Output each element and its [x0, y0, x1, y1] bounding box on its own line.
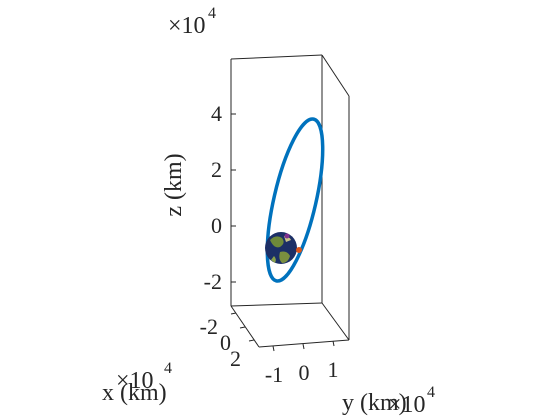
orange-point	[296, 247, 302, 253]
planet-globe	[265, 232, 297, 264]
axes-box	[230, 54, 350, 348]
x-tick-label: 2	[230, 346, 241, 371]
x-tick	[239, 326, 246, 329]
z-tick-label: -2	[204, 269, 222, 294]
y-multiplier: ×10 4	[388, 384, 435, 418]
box-edge-top-front	[230, 54, 323, 60]
z-axis-label: z (km)	[161, 153, 187, 216]
z-tick-labels: 4 2 0 -2	[204, 101, 222, 294]
z-tick-label: 4	[211, 101, 222, 126]
x-multiplier: ×10 4	[116, 360, 172, 394]
x-axis-label: x (km)	[102, 380, 167, 406]
y-axis-label: y (km)	[342, 390, 407, 416]
purple-point	[284, 233, 290, 239]
box-edge-bottom-x	[230, 305, 260, 348]
z-tick-label: 0	[211, 213, 222, 238]
z-tick-label: 2	[211, 157, 222, 182]
x-tick	[230, 312, 237, 315]
globe-land	[279, 251, 290, 263]
box-edge-bottom-right	[321, 302, 350, 341]
orbit-line	[265, 117, 325, 283]
z-multiplier-base: ×10	[168, 13, 206, 39]
y-tick-labels: -1 0 1	[265, 357, 339, 387]
x-tick-labels: -2 0 2	[200, 314, 241, 371]
y-ticks	[272, 340, 335, 352]
z-ticks	[231, 113, 236, 283]
x-tick-label: -2	[200, 314, 218, 339]
z-multiplier: ×10 4	[168, 5, 216, 39]
box-edge-bottom-y	[258, 339, 350, 348]
x-multiplier-base: ×10	[116, 368, 154, 394]
x-ticks	[230, 312, 255, 342]
y-multiplier-base: ×10	[388, 392, 426, 418]
x-tick-label: 0	[220, 330, 231, 355]
y-tick	[302, 343, 305, 350]
box-edge-bottom-back	[230, 302, 323, 307]
y-tick-label: 1	[328, 357, 339, 382]
z-multiplier-exponent: 4	[208, 5, 216, 22]
x-tick	[248, 339, 255, 342]
y-tick-label: -1	[265, 362, 283, 387]
box-edge-top-right	[321, 54, 350, 97]
y-multiplier-exponent: 4	[427, 384, 435, 401]
y-tick	[272, 345, 275, 352]
y-tick	[332, 340, 335, 347]
globe-land	[270, 236, 284, 248]
y-tick-label: 0	[299, 360, 310, 385]
globe-land	[271, 256, 276, 263]
x-multiplier-exponent: 4	[164, 360, 172, 377]
